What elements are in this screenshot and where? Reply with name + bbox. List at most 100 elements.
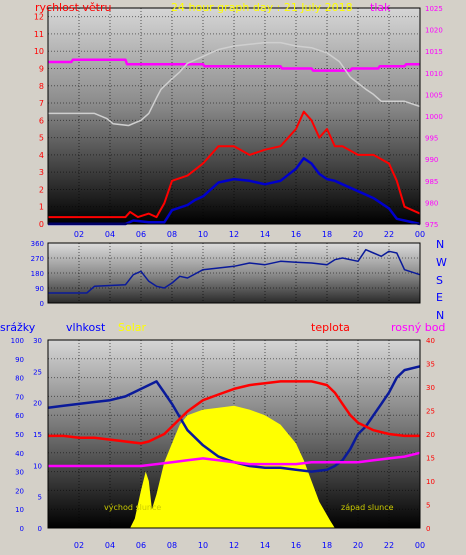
direction-letter: N [436,309,444,322]
direction-letter: S [436,274,443,287]
wind-direction-grid [48,243,420,303]
x-tick-label: 02 [74,541,84,550]
direction-tick: 270 [31,255,44,263]
solar-area [130,405,335,528]
chart-title: 24 hour graph day : 21 July 2018 [171,1,353,14]
temperature-tick: 0 [426,525,430,533]
pressure-tick: 975 [425,221,438,229]
pressure-tick: 1015 [425,48,443,56]
temperature-tick: 25 [426,408,435,416]
wind-speed-tick: 7 [39,99,44,108]
pressure-tick: 1010 [425,70,443,78]
temperature-tick: 10 [426,478,435,486]
x-tick-label: 12 [229,541,239,550]
humidity-tick: 10 [33,462,42,470]
pressure-tick: 1020 [425,27,443,35]
humidity-tick: 25 [33,368,42,376]
x-tick-label: 20 [353,230,363,239]
direction-letter: W [436,256,447,269]
wind-speed-tick: 9 [39,64,44,73]
rain-tick: 100 [11,337,24,345]
rain-tick: 80 [15,375,24,383]
wind-average-line [48,157,421,226]
x-tick-label: 04 [105,230,115,239]
wind-speed-tick: 1 [39,203,44,212]
pressure-tick: 995 [425,135,438,143]
x-tick-label: 10 [198,230,208,239]
rain-tick: 70 [15,393,24,401]
wind-gust-line [48,110,421,219]
wind-speed-tick: 8 [39,82,44,91]
x-tick-label: 18 [322,541,332,550]
wind-speed-tick: 6 [39,116,44,125]
humidity-tick: 0 [38,525,42,533]
wind-speed-label: rychlost větru [35,1,111,14]
x-tick-label: 16 [291,230,301,239]
humidity-tick: 30 [33,337,42,345]
rain-tick: 50 [15,431,24,439]
temperature-humidity-series [47,365,421,528]
direction-tick: 360 [31,240,44,248]
humidity-tick: 5 [38,494,42,502]
wind-speed-tick: 0 [39,220,44,229]
dewpoint-line [48,451,421,468]
rain-label: srážky [0,321,36,334]
pressure-tick: 980 [425,199,438,207]
rain-tick: 60 [15,412,24,420]
temperature-tick: 15 [426,455,435,463]
x-tick-label: 02 [74,230,84,239]
wind-speed-tick: 2 [39,185,44,194]
direction-tick: 0 [40,300,44,308]
x-tick-label: 06 [136,230,146,239]
humidity-line [47,365,421,473]
wind-direction-line [48,248,421,294]
wind-pressure-series [48,41,421,226]
sunset-label: západ slunce [341,503,394,512]
x-tick-label: 22 [384,230,394,239]
rain-tick: 40 [15,450,24,458]
x-tick-label: 04 [105,541,115,550]
temperature-tick: 20 [426,431,435,439]
direction-tick: 90 [35,285,44,293]
temperature-tick: 30 [426,384,435,392]
pressure-tick: 1005 [425,91,443,99]
x-tick-label: 08 [167,541,177,550]
axes: 0123456789101112975980985990995100010051… [11,5,443,550]
wind-speed-tick: 12 [34,13,44,22]
x-tick-label: 00 [415,541,425,550]
pressure-tick: 1025 [425,5,443,13]
direction-tick: 180 [31,270,44,278]
pressure-tick: 990 [425,156,438,164]
x-tick-label: 12 [229,230,239,239]
dewpoint-label: rosný bod [391,321,445,334]
temperature-tick: 35 [426,361,435,369]
x-tick-label: 10 [198,541,208,550]
rain-tick: 30 [15,469,24,477]
wind-speed-tick: 11 [34,30,44,39]
humidity-label: vlhkost [66,321,106,334]
temperature-tick: 40 [426,337,435,345]
rain-tick: 0 [20,525,24,533]
x-tick-label: 20 [353,541,363,550]
wind-speed-tick: 10 [34,47,44,56]
x-tick-label: 08 [167,230,177,239]
rain-tick: 90 [15,356,24,364]
humidity-tick: 20 [33,400,42,408]
x-tick-label: 22 [384,541,394,550]
rain-tick: 10 [15,506,24,514]
sunrise-label: východ slunce [104,503,161,512]
direction-letter: N [436,238,444,251]
temperature-tick: 5 [426,502,430,510]
direction-letter: E [436,291,443,304]
pressure-label: tlak [370,1,391,14]
wind-speed-tick: 5 [39,134,44,143]
rain-tick: 20 [15,487,24,495]
temperature-line [48,380,420,445]
humidity-tick: 15 [33,431,42,439]
wind-speed-tick: 4 [39,151,44,160]
x-tick-label: 14 [260,541,270,550]
wind-speed-tick: 3 [39,168,44,177]
